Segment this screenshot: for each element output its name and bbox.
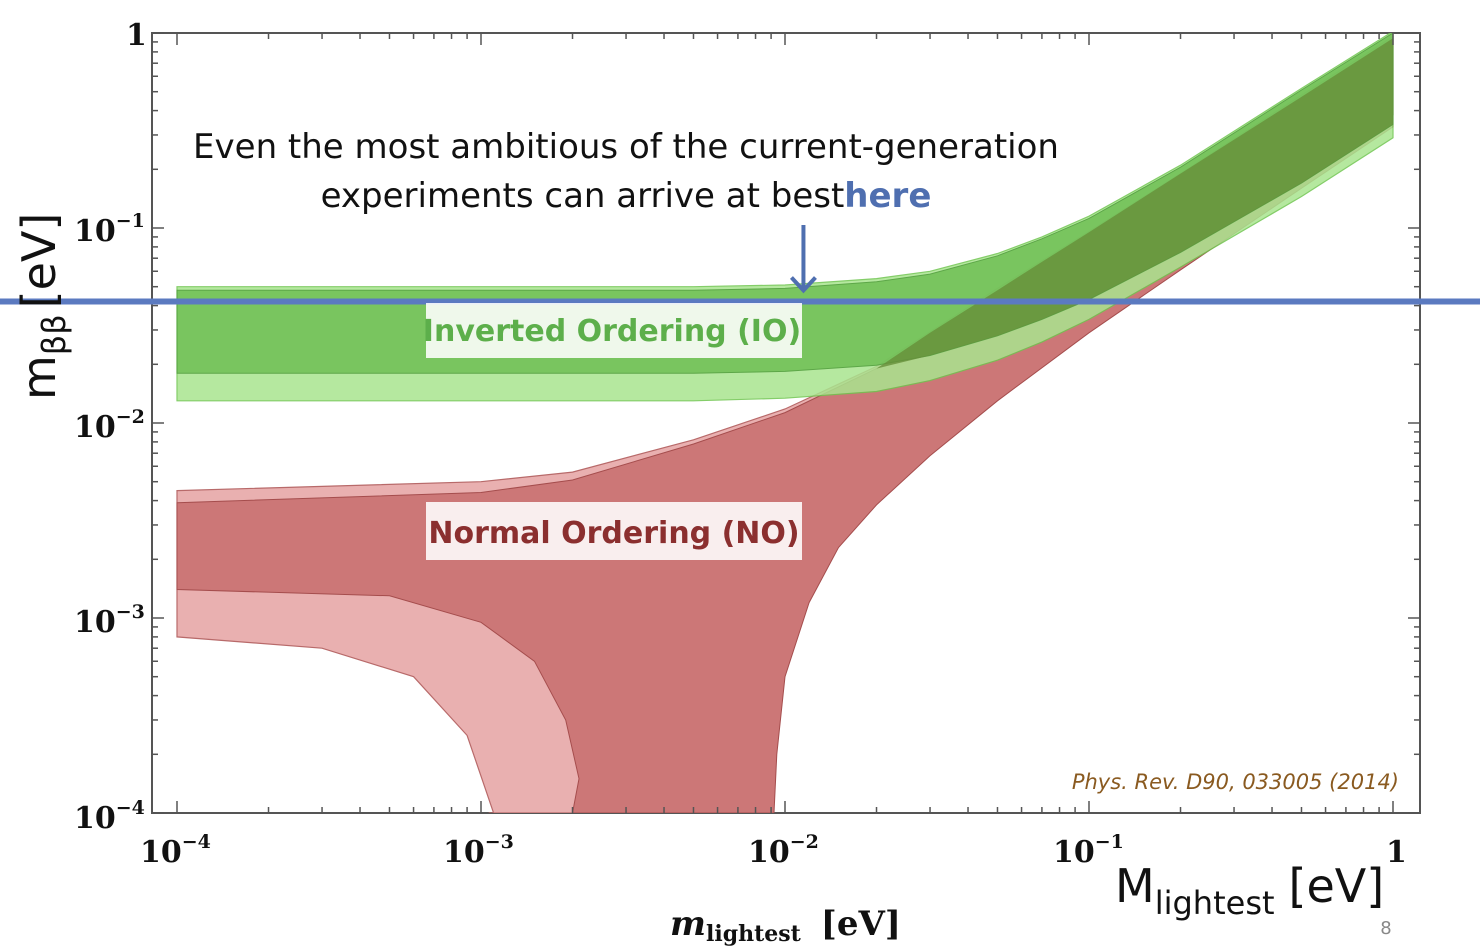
y-axis-label: mββ[eV] — [12, 213, 73, 400]
annotation-line-1: Even the most ambitious of the current-g… — [193, 127, 1059, 167]
io-label-box — [426, 303, 802, 358]
slide-number: 8 — [1380, 918, 1391, 939]
annotation-line-2-text: experiments can arrive at best — [321, 176, 845, 216]
x-tick-label: 10−2 — [748, 831, 819, 870]
x-axis-label: mlightest [eV] — [670, 904, 901, 947]
y-tick-labels: 1 10−1 10−2 10−3 10−4 — [74, 18, 147, 836]
reference-citation: Phys. Rev. D90, 033005 (2014) — [1072, 770, 1399, 794]
io-label: Inverted Ordering (IO) — [423, 314, 801, 349]
x-tick-label: 10−4 — [140, 831, 211, 870]
x-tick-label: 1 — [1386, 835, 1407, 870]
x-axis-label-overlay: Mlightest [eV] — [1115, 859, 1384, 922]
annotation-arrow — [789, 225, 817, 294]
y-tick-label: 10−2 — [74, 406, 145, 445]
x-tick-label: 10−1 — [1053, 831, 1124, 870]
y-tick-label: 10−1 — [74, 210, 145, 249]
annotation-line-2: experiments can arrive at besthere — [321, 176, 932, 216]
y-tick-label: 10−3 — [74, 601, 145, 640]
axis-ticks — [152, 32, 1420, 814]
y-tick-label: 10−4 — [74, 797, 145, 836]
no-label-box — [426, 502, 802, 560]
no-label: Normal Ordering (NO) — [428, 516, 799, 551]
x-tick-label: 10−3 — [443, 831, 514, 870]
x-tick-labels: 10−4 10−3 10−2 10−1 1 — [140, 831, 1407, 870]
y-tick-label: 1 — [126, 18, 147, 53]
annotation-highlight: here — [844, 176, 931, 216]
